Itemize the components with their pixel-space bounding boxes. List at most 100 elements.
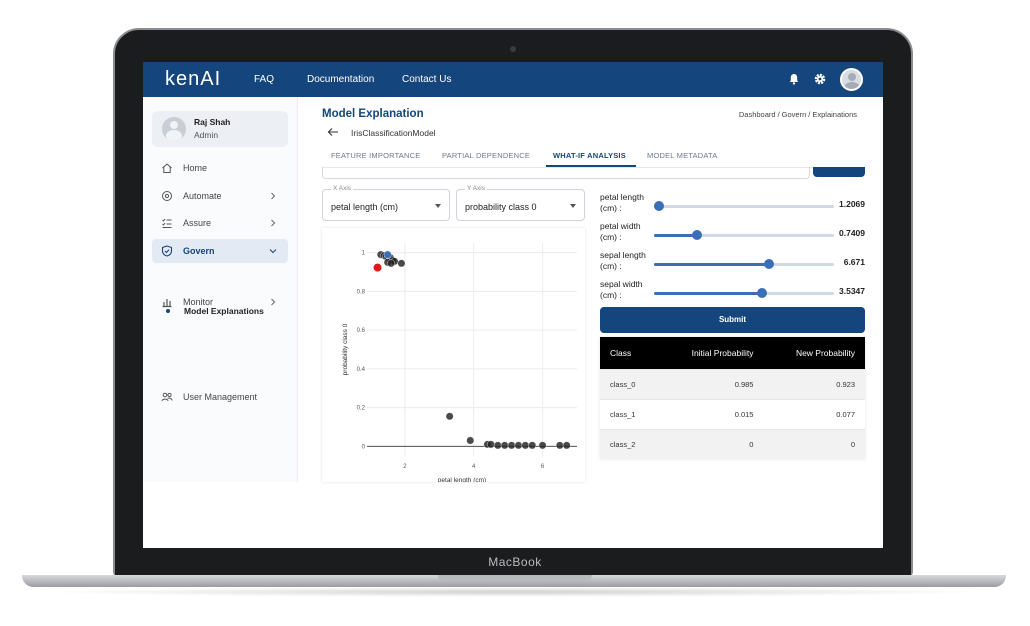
sidebar: Raj Shah Admin Home Automate [143,97,298,482]
slider-label-line2: (cm) : [600,232,622,242]
sidebar-item-label: Govern [183,246,215,256]
laptop-notch [438,575,592,581]
slider-fill [654,292,762,295]
table-header-row: Class Initial Probability New Probabilit… [600,337,865,369]
user-role: Admin [194,130,219,140]
table-row: class_2 0 0 [600,428,865,459]
y-tick-label: 0.4 [357,367,366,373]
nav-link-faq[interactable]: FAQ [254,74,275,85]
slider-track[interactable] [654,259,834,269]
nav-link-documentation[interactable]: Documentation [307,74,375,85]
partial-input-field[interactable] [322,167,810,179]
slider-thumb[interactable] [692,230,703,240]
y-axis-select[interactable]: Y Axis probability class 0 [456,185,585,221]
data-point [514,441,523,450]
data-point [528,441,537,450]
back-arrow-icon[interactable] [327,127,339,137]
y-axis-select-value: probability class 0 [465,202,537,212]
shield-check-icon [161,245,173,257]
slider-track[interactable] [654,230,834,240]
bell-icon[interactable] [787,72,801,86]
bar-chart-icon [162,299,172,308]
laptop-base [22,575,1006,587]
table-cell: class_1 [600,398,659,429]
slider-value: 0.7409 [839,228,865,238]
app-logo[interactable]: kenAI [165,68,222,90]
current-point [373,263,382,272]
laptop-bezel-bottom [115,548,911,576]
submit-button[interactable]: Submit [600,307,865,333]
table-header-initial-probability: Initial Probability [658,337,764,369]
page-title: Model Explanation [322,108,424,120]
slider-label-line2: (cm) : [600,261,622,271]
data-point [466,436,475,445]
breadcrumb-item-dashboard[interactable]: Dashboard [738,110,776,119]
home-icon [162,163,172,173]
sidebar-item-label: Assure [183,218,212,228]
breadcrumb-item-govern[interactable]: Govern [781,110,807,119]
data-point [387,259,395,268]
sidebar-subitem-model-explanations[interactable]: Model Explanations [184,306,264,316]
chevron-right-icon [271,298,276,306]
table-cell: 0.985 [658,368,764,399]
slider-track[interactable] [654,288,834,298]
table-header-class: Class [600,337,659,369]
table-header-new-probability: New Probability [763,337,865,369]
sidebar-item-label: User Management [183,392,258,402]
slider-petal-length: petal length (cm) : 1.2069 [600,192,865,220]
sidebar-item-user-management[interactable]: User Management [152,385,288,409]
x-axis-select-value: petal length (cm) [331,202,399,212]
slider-thumb[interactable] [764,259,775,269]
gear-icon[interactable] [813,72,827,86]
partial-button[interactable] [813,167,865,177]
sidebar-item-govern[interactable]: Govern [152,239,288,263]
table-cell: 0.923 [763,368,865,399]
data-point [555,441,564,450]
chevron-right-icon [271,219,276,227]
slider-thumb[interactable] [654,201,665,211]
sidebar-item-label: Automate [183,191,222,201]
y-tick-label: 0 [362,444,366,450]
data-point [500,441,509,450]
nav-link-contact-us[interactable]: Contact Us [402,74,452,85]
x-tick-label: 6 [541,464,545,470]
data-point [487,440,495,449]
profile-avatar[interactable] [840,68,863,91]
user-card[interactable]: Raj Shah Admin [152,111,288,147]
chevron-right-icon [271,192,276,200]
slider-value: 1.2069 [839,199,865,209]
sidebar-item-assure[interactable]: Assure [152,211,288,235]
slider-label-line1: petal length [600,192,644,202]
slider-label-line1: sepal length [600,250,646,260]
what-if-plot-card: 2 4 6 0 0.2 0.4 0.6 0.8 1 petal length (cm) probab… [322,228,585,484]
x-axis-select[interactable]: X Axis petal length (cm) [322,185,450,221]
table-cell: 0.077 [763,398,865,429]
table-cell: class_2 [600,428,659,459]
x-tick-label: 2 [403,464,407,470]
slider-petal-width: petal width (cm) : 0.7409 [600,221,865,249]
tab-feature-importance[interactable]: FEATURE IMPORTANCE [331,151,421,160]
sidebar-item-home[interactable]: Home [152,156,288,180]
user-name: Raj Shah [194,117,231,127]
automate-icon [162,191,172,201]
slider-track[interactable] [654,201,834,211]
slider-thumb[interactable] [757,288,767,298]
tab-model-metadata[interactable]: MODEL METADATA [647,151,718,160]
y-axis-select-label: Y Axis [465,185,487,192]
slider-label: petal width (cm) : [600,221,652,243]
user-avatar [162,117,186,141]
slider-sepal-width: sepal width (cm) : 3.5347 [600,279,865,307]
sidebar-item-automate[interactable]: Automate [152,184,288,208]
x-axis-select-label: X Axis [331,185,354,192]
tab-partial-dependence[interactable]: PARTIAL DEPENDENCE [442,151,531,160]
y-tick-label: 1 [362,251,366,257]
y-tick-label: 0.6 [357,328,366,334]
data-point [397,259,406,268]
table-cell: 0 [763,428,865,459]
tab-what-if-analysis[interactable]: WHAT-IF ANALYSIS [553,151,626,160]
sidebar-item-monitor[interactable]: Monitor [152,290,288,314]
assure-icon [162,218,172,228]
device-brand-label: MacBook [488,555,542,569]
what-if-scatter-plot[interactable]: 2 4 6 0 0.2 0.4 0.6 0.8 1 petal length (cm) probab… [322,228,585,484]
